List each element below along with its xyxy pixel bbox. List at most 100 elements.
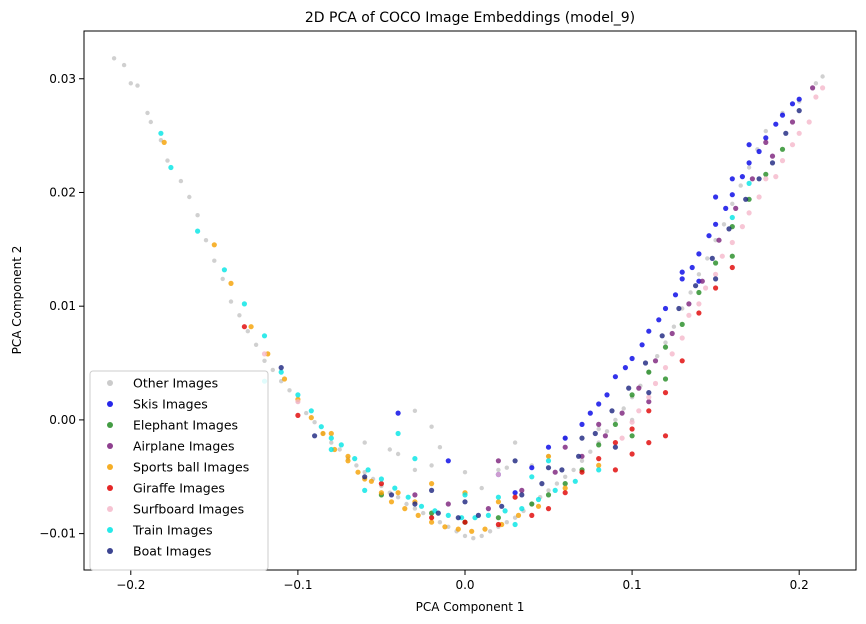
data-point: [705, 256, 710, 261]
data-point: [642, 360, 649, 366]
data-point: [328, 430, 334, 437]
legend-marker: [107, 401, 113, 407]
data-point: [378, 476, 384, 482]
data-point: [387, 447, 392, 452]
data-point: [596, 426, 601, 432]
data-point: [442, 524, 448, 530]
data-point: [519, 487, 525, 493]
data-point: [572, 478, 578, 484]
series-6: [261, 85, 826, 478]
data-point: [412, 456, 418, 462]
legend-marker: [107, 527, 113, 533]
data-point: [810, 85, 816, 91]
data-point: [646, 440, 652, 446]
data-point: [220, 276, 225, 282]
data-point: [354, 463, 359, 468]
data-point: [636, 408, 642, 414]
legend-marker: [107, 422, 113, 428]
data-point: [135, 83, 140, 88]
data-point: [626, 385, 632, 391]
data-point: [545, 506, 552, 512]
data-point: [629, 433, 635, 439]
data-point: [696, 251, 702, 257]
data-point: [529, 465, 535, 471]
data-point: [278, 369, 284, 375]
data-point: [662, 365, 669, 371]
data-point: [178, 178, 184, 184]
data-point: [789, 101, 796, 107]
data-point: [168, 164, 174, 171]
data-point: [395, 490, 401, 496]
data-point: [676, 305, 682, 312]
data-point: [612, 374, 619, 380]
data-point: [604, 392, 610, 398]
data-point: [228, 299, 234, 304]
data-point: [659, 333, 665, 339]
data-point: [539, 481, 545, 487]
data-point: [693, 283, 699, 289]
data-point: [121, 62, 127, 68]
data-point: [248, 324, 254, 330]
data-point: [769, 160, 776, 166]
data-point: [671, 324, 677, 329]
data-point: [495, 471, 501, 478]
data-point: [535, 503, 542, 509]
x-tick-label: 0.1: [623, 578, 642, 592]
data-point: [261, 333, 268, 339]
data-point: [713, 276, 719, 282]
data-point: [545, 492, 552, 498]
y-tick-label: 0.03: [49, 72, 76, 86]
data-point: [402, 506, 408, 512]
legend-marker: [107, 443, 113, 449]
data-point: [562, 481, 568, 487]
data-point: [529, 501, 535, 507]
data-point: [412, 467, 418, 473]
legend-label: Train Images: [132, 523, 213, 538]
y-axis: −0.01 0.00 0.01 0.02 0.03: [39, 72, 84, 541]
data-point: [669, 330, 675, 337]
data-point: [706, 233, 712, 239]
data-point: [455, 526, 461, 532]
data-point: [602, 433, 609, 439]
data-point: [485, 506, 491, 512]
data-point: [552, 487, 558, 493]
data-point: [733, 205, 739, 211]
data-point: [111, 56, 117, 61]
data-point: [646, 369, 652, 375]
data-point: [345, 458, 351, 464]
data-point: [487, 529, 493, 534]
data-point: [392, 485, 398, 491]
data-point: [662, 376, 669, 382]
data-point: [746, 142, 752, 148]
data-point: [495, 499, 501, 505]
data-point: [652, 380, 659, 387]
data-point: [559, 467, 565, 473]
data-point: [482, 526, 488, 532]
data-point: [783, 130, 789, 136]
data-point: [128, 81, 133, 86]
data-point: [662, 344, 669, 350]
legend: Other Images Skis Images Elephant Images Ai…: [89, 370, 269, 571]
data-point: [579, 469, 585, 475]
legend-label: Sports ball Images: [133, 460, 249, 475]
data-point: [338, 442, 344, 448]
data-point: [806, 119, 812, 125]
data-point: [329, 440, 334, 445]
data-point: [362, 440, 367, 445]
data-point: [719, 253, 725, 259]
series-1: [395, 96, 802, 496]
data-point: [596, 456, 602, 462]
x-tick-label: −0.1: [283, 578, 312, 592]
data-point: [519, 492, 525, 498]
data-point: [579, 458, 585, 463]
data-point: [475, 512, 481, 519]
data-point: [545, 444, 552, 450]
series-8: [278, 108, 802, 521]
data-point: [502, 508, 508, 514]
data-point: [729, 192, 735, 198]
data-point: [495, 515, 501, 521]
y-tick-label: 0.02: [49, 185, 76, 199]
data-point: [245, 329, 250, 334]
data-point: [729, 176, 735, 182]
